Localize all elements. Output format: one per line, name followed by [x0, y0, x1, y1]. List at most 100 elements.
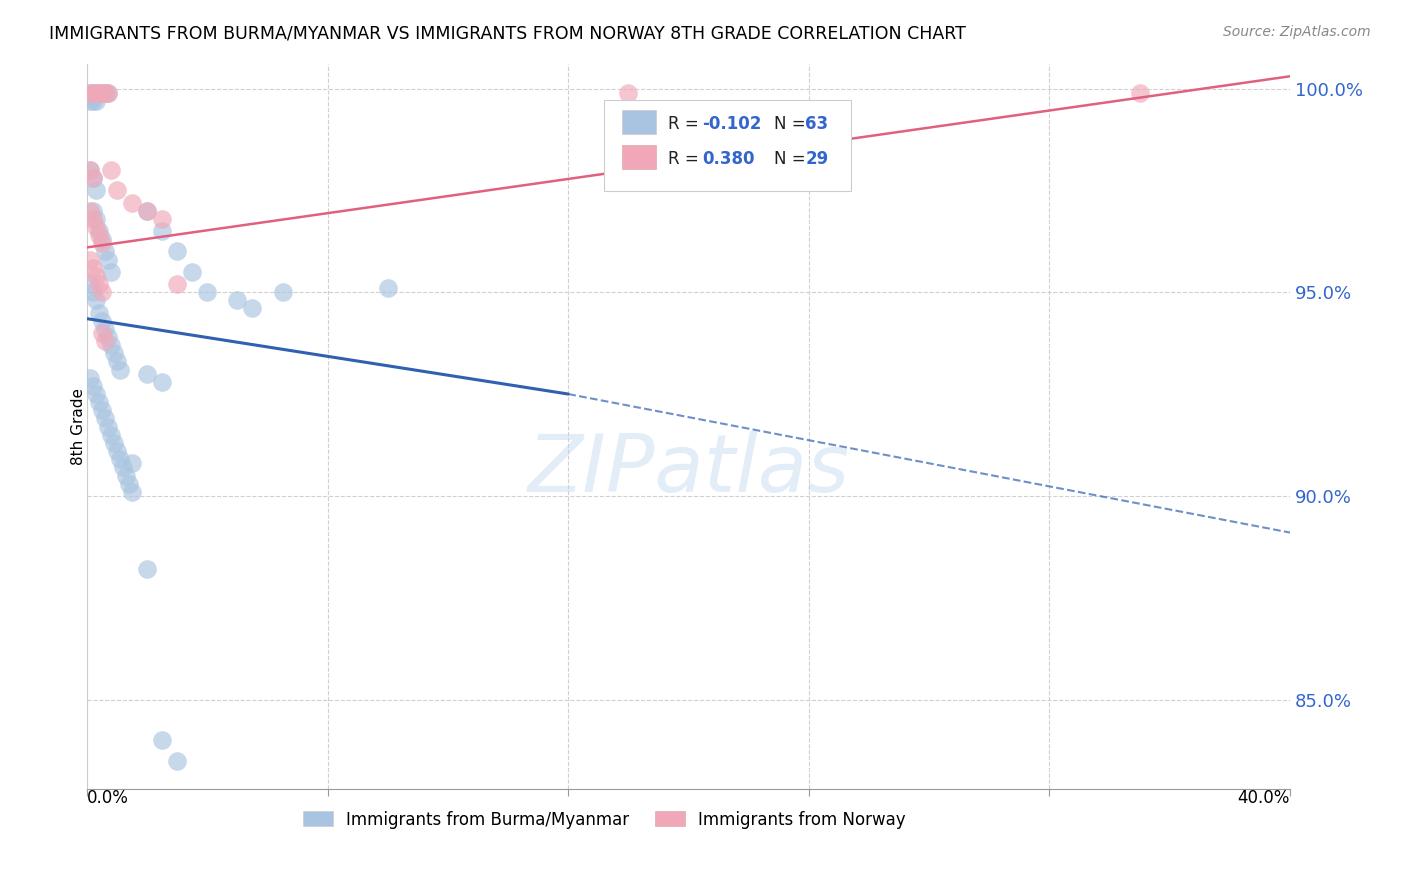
- Point: [91, 314, 114, 328]
- FancyBboxPatch shape: [605, 100, 851, 191]
- Text: R =: R =: [668, 115, 704, 133]
- Point: [97, 252, 120, 267]
- Legend: Immigrants from Burma/Myanmar, Immigrants from Norway: Immigrants from Burma/Myanmar, Immigrant…: [297, 804, 912, 835]
- Point: [79, 370, 101, 384]
- Point: [79, 86, 101, 100]
- Point: [91, 232, 114, 246]
- Point: [100, 163, 122, 178]
- Point: [617, 86, 640, 100]
- Point: [87, 228, 110, 243]
- Point: [82, 211, 104, 226]
- Text: N =: N =: [773, 150, 811, 168]
- Point: [94, 86, 117, 100]
- Point: [82, 171, 104, 186]
- Point: [377, 281, 399, 295]
- Point: [84, 183, 107, 197]
- Point: [91, 86, 114, 100]
- Point: [271, 285, 294, 300]
- Point: [79, 203, 101, 218]
- Point: [103, 436, 125, 450]
- Text: 0.0%: 0.0%: [87, 789, 129, 807]
- Point: [82, 171, 104, 186]
- Point: [84, 86, 107, 100]
- Point: [82, 260, 104, 275]
- Text: R =: R =: [668, 150, 704, 168]
- Point: [100, 265, 122, 279]
- Point: [79, 252, 101, 267]
- Point: [84, 211, 107, 226]
- Point: [121, 456, 143, 470]
- Point: [97, 330, 120, 344]
- Point: [84, 220, 107, 235]
- Point: [91, 86, 114, 100]
- Text: 63: 63: [806, 115, 828, 133]
- Point: [100, 427, 122, 442]
- Point: [91, 403, 114, 417]
- Point: [94, 244, 117, 259]
- Point: [108, 362, 131, 376]
- Text: 0.380: 0.380: [702, 150, 754, 168]
- Point: [1129, 86, 1152, 100]
- Point: [79, 94, 101, 108]
- Point: [82, 285, 104, 300]
- Point: [97, 86, 120, 100]
- Point: [100, 338, 122, 352]
- Text: 40.0%: 40.0%: [1237, 789, 1291, 807]
- Text: Source: ZipAtlas.com: Source: ZipAtlas.com: [1223, 25, 1371, 39]
- Point: [226, 293, 249, 308]
- Point: [94, 411, 117, 425]
- Point: [166, 277, 188, 291]
- Text: N =: N =: [773, 115, 811, 133]
- Point: [121, 195, 143, 210]
- Point: [136, 562, 159, 576]
- Point: [87, 277, 110, 291]
- Point: [79, 163, 101, 178]
- Point: [105, 354, 128, 368]
- Point: [121, 484, 143, 499]
- Point: [91, 236, 114, 251]
- Point: [84, 268, 107, 283]
- Point: [84, 86, 107, 100]
- Point: [82, 86, 104, 100]
- Point: [136, 203, 159, 218]
- Point: [87, 305, 110, 319]
- Point: [87, 224, 110, 238]
- Point: [105, 444, 128, 458]
- Point: [150, 224, 173, 238]
- Text: IMMIGRANTS FROM BURMA/MYANMAR VS IMMIGRANTS FROM NORWAY 8TH GRADE CORRELATION CH: IMMIGRANTS FROM BURMA/MYANMAR VS IMMIGRA…: [49, 25, 966, 43]
- Text: -0.102: -0.102: [702, 115, 761, 133]
- Point: [105, 183, 128, 197]
- Point: [136, 203, 159, 218]
- Point: [103, 346, 125, 360]
- Point: [87, 86, 110, 100]
- Point: [166, 754, 188, 768]
- Point: [91, 326, 114, 340]
- Point: [79, 86, 101, 100]
- Point: [87, 395, 110, 409]
- Point: [166, 244, 188, 259]
- Point: [150, 733, 173, 747]
- Point: [97, 419, 120, 434]
- Point: [91, 285, 114, 300]
- Y-axis label: 8th Grade: 8th Grade: [72, 388, 86, 465]
- Point: [84, 293, 107, 308]
- Point: [112, 460, 135, 475]
- Point: [195, 285, 218, 300]
- Point: [108, 452, 131, 467]
- Point: [82, 94, 104, 108]
- Point: [82, 203, 104, 218]
- Point: [150, 211, 173, 226]
- Text: ZIPatlas: ZIPatlas: [527, 431, 849, 509]
- Point: [82, 379, 104, 393]
- Point: [97, 86, 120, 100]
- Point: [136, 367, 159, 381]
- Bar: [623, 145, 657, 169]
- Point: [94, 334, 117, 348]
- Point: [94, 322, 117, 336]
- Point: [242, 301, 264, 316]
- Point: [84, 387, 107, 401]
- Point: [94, 86, 117, 100]
- Point: [150, 375, 173, 389]
- Point: [115, 468, 138, 483]
- Point: [84, 94, 107, 108]
